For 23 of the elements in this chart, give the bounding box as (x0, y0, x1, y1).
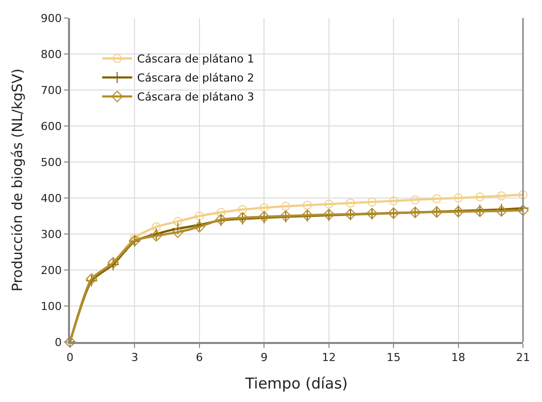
legend-label: Cáscara de plátano 1 (137, 52, 254, 66)
y-tick-label: 300 (40, 228, 62, 241)
y-tick-label: 200 (40, 264, 62, 277)
y-tick-label: 900 (40, 12, 62, 25)
x-axis-title: Tiempo (días) (244, 374, 348, 393)
y-tick-label: 0 (54, 336, 62, 349)
y-tick-label: 400 (40, 192, 62, 205)
legend-label: Cáscara de plátano 2 (137, 72, 254, 85)
y-tick-label: 100 (40, 300, 62, 313)
y-tick-label: 500 (40, 156, 62, 169)
y-axis-title: Producción de biogás (NL/kgSV) (10, 68, 26, 292)
x-tick-label: 3 (131, 351, 138, 364)
legend-label: Cáscara de plátano 3 (137, 90, 254, 104)
y-tick-label: 600 (40, 120, 62, 133)
x-tick-label: 15 (386, 351, 401, 364)
x-tick-label: 18 (451, 351, 466, 364)
y-tick-label: 700 (40, 84, 62, 97)
x-tick-label: 6 (196, 351, 203, 364)
x-tick-label: 12 (322, 351, 336, 364)
y-tick-label: 800 (40, 48, 62, 61)
x-tick-label: 21 (516, 351, 530, 364)
x-tick-label: 0 (66, 351, 74, 364)
x-tick-label: 9 (260, 351, 268, 364)
